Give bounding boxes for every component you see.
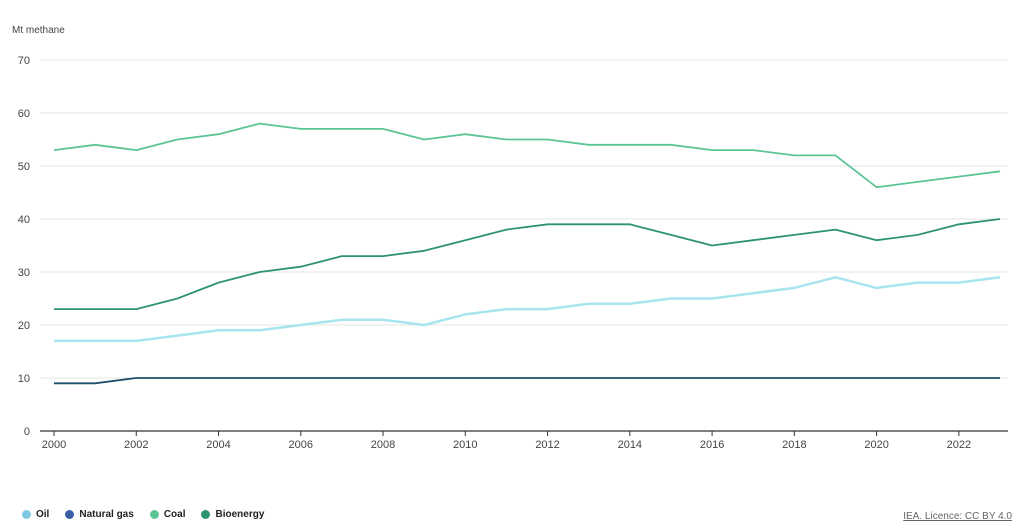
series-lines xyxy=(53,122,1001,385)
x-tick-label: 2020 xyxy=(864,439,888,451)
legend-swatch-oil xyxy=(22,510,31,519)
y-tick-label: 30 xyxy=(18,267,30,279)
legend-label-bioenergy: Bioenergy xyxy=(215,509,265,520)
gridlines xyxy=(40,59,1008,432)
y-tick-label: 40 xyxy=(18,214,30,226)
legend-swatch-bioenergy xyxy=(201,510,211,519)
legend-item-coal[interactable]: Coal xyxy=(149,509,186,520)
series-line-oil xyxy=(54,276,1001,343)
x-tick-label: 2018 xyxy=(782,439,806,451)
legend-label-natural-gas: Natural gas xyxy=(79,509,134,520)
x-tick-label: 2006 xyxy=(289,439,313,451)
y-tick-label: 20 xyxy=(18,320,30,332)
y-tick-label: 60 xyxy=(18,108,30,120)
x-tick-label: 2010 xyxy=(453,439,477,451)
legend-item-bioenergy[interactable]: Bioenergy xyxy=(201,509,264,520)
x-tick-label: 2022 xyxy=(947,439,971,451)
x-tick-label: 2008 xyxy=(371,439,395,451)
x-tick-label: 2014 xyxy=(618,439,642,451)
legend-label-coal: Coal xyxy=(163,509,186,520)
x-tick-label: 2002 xyxy=(124,439,148,451)
x-tick-labels: 2000 2002 2004 2006 2008 2010 2012 2014 2016 2018… xyxy=(42,431,971,451)
x-tick-label: 2016 xyxy=(700,439,724,451)
source-link[interactable]: IEA. Licence: CC BY 4.0 xyxy=(903,511,1012,522)
y-tick-label: 10 xyxy=(18,373,30,385)
legend-label-oil: Oil xyxy=(36,509,50,520)
legend: Oil Natural gas Coal Bioenergy xyxy=(22,509,264,520)
x-tick-label: 2000 xyxy=(42,439,66,451)
series-line-natural-gas xyxy=(54,377,1000,385)
y-tick-labels: 0 10 20 30 40 50 60 70 xyxy=(18,55,30,438)
legend-swatch-natural-gas xyxy=(65,510,75,519)
y-tick-label: 0 xyxy=(24,426,30,438)
y-tick-label: 70 xyxy=(18,55,30,67)
series-line-coal xyxy=(53,122,1001,189)
legend-item-natural-gas[interactable]: Natural gas xyxy=(65,509,134,520)
y-axis-label: Mt methane xyxy=(12,25,65,36)
x-tick-label: 2004 xyxy=(206,439,230,451)
legend-item-oil[interactable]: Oil xyxy=(22,509,49,520)
y-tick-label: 50 xyxy=(18,161,30,173)
series-line-bioenergy xyxy=(54,218,1001,311)
legend-swatch-coal xyxy=(149,510,159,519)
x-tick-label: 2012 xyxy=(535,439,559,451)
